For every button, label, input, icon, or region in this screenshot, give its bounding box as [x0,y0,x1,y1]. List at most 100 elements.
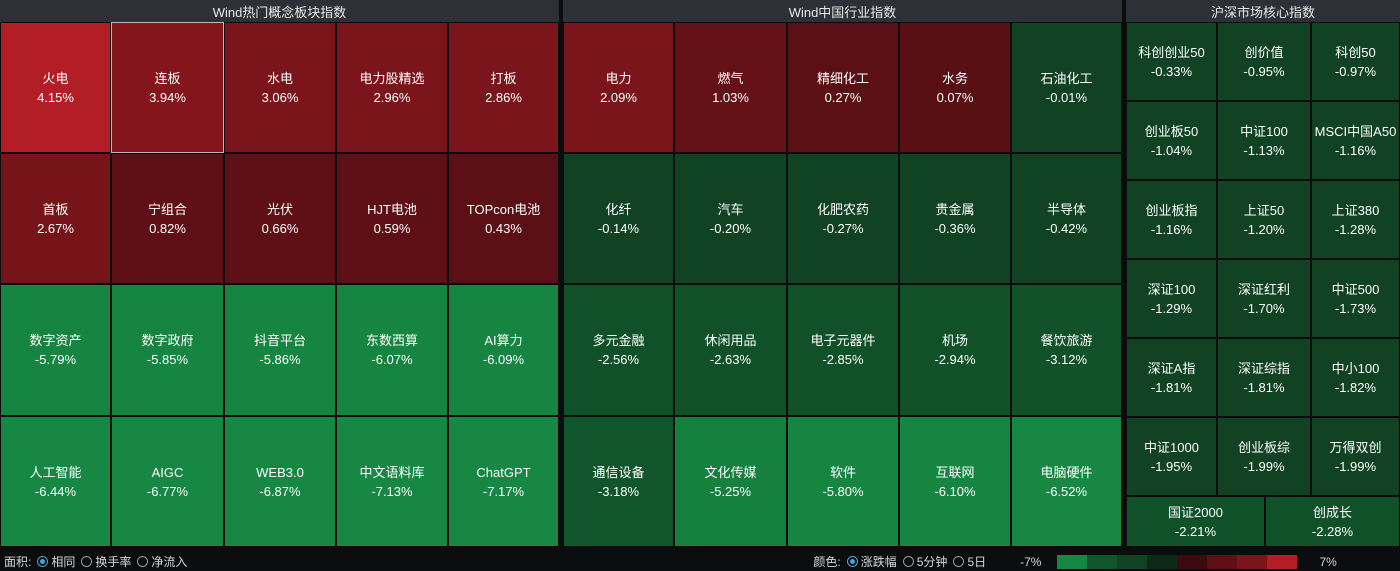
treemap-tile[interactable]: 科创创业50 -0.33% [1126,22,1217,101]
treemap-tile[interactable]: 连板 3.94% [111,22,224,153]
treemap-tile[interactable]: 首板 2.67% [0,153,111,284]
tile-name: 机场 [941,333,968,348]
tile-change-percent: -2.56% [597,352,640,367]
tile-change-percent: -0.14% [597,220,640,236]
treemap-tile[interactable]: WEB3.0 -6.87% [224,416,336,547]
treemap-tile[interactable]: 深证红利 -1.70% [1217,259,1311,338]
tile-change-percent: -0.95% [1243,63,1285,79]
treemap-tile[interactable]: AIGC -6.77% [111,416,224,547]
tile-change-percent: 2.96% [373,89,411,105]
treemap-tile[interactable]: 贵金属 -0.36% [899,153,1011,284]
tile-name: 上证50 [1243,202,1285,218]
treemap-tile[interactable]: 水电 3.06% [224,22,336,153]
tile-change-percent: 0.07% [936,89,974,105]
treemap-tile[interactable]: 精细化工 0.27% [787,22,899,153]
tile-change-percent: -1.20% [1243,221,1285,237]
treemap-tile[interactable]: 科创50 -0.97% [1311,22,1400,101]
tile-change-percent: -7.17% [482,483,525,499]
treemap-tile[interactable]: HJT电池 0.59% [336,153,448,284]
treemap-tile[interactable]: 中证100 -1.13% [1217,101,1311,180]
treemap-tile[interactable]: MSCI中国A50 -1.16% [1311,101,1400,180]
tile-change-percent: -0.33% [1150,63,1193,79]
treemap-tile[interactable]: 创成长 -2.28% [1265,496,1400,547]
treemap-tile[interactable]: 机场 -2.94% [899,284,1011,416]
treemap-tile[interactable]: 中证1000 -1.95% [1126,417,1217,496]
tile-name: 打板 [490,70,517,86]
area-option-turnover[interactable]: 换手率 [81,553,131,570]
treemap-tile[interactable]: ChatGPT -7.17% [448,416,559,547]
tile-change-percent: -5.86% [259,352,301,367]
treemap-tile[interactable]: 化纤 -0.14% [563,153,674,284]
treemap-tile[interactable]: 深证综指 -1.81% [1217,338,1311,417]
treemap-tile[interactable]: 创价值 -0.95% [1217,22,1311,101]
treemap-tile[interactable]: 宁组合 0.82% [111,153,224,284]
treemap-tile[interactable]: 中证500 -1.73% [1311,259,1400,338]
tile-name: AIGC [151,464,184,480]
treemap-tile[interactable]: 文化传媒 -5.25% [674,416,787,547]
treemap-tile[interactable]: 数字资产 -5.79% [0,284,111,416]
tile-name: 中文语料库 [359,464,425,480]
radio-label: 净流入 [151,555,188,569]
treemap-tile[interactable]: 光伏 0.66% [224,153,336,284]
radio-label: 5分钟 [916,555,948,569]
treemap-tile[interactable]: 深证A指 -1.81% [1126,338,1217,417]
tile-change-percent: -3.18% [597,483,640,499]
radio-icon [37,556,49,567]
tile-name: 化肥农药 [816,201,869,217]
treemap-tile[interactable]: 深证100 -1.29% [1126,259,1217,338]
treemap-tile[interactable]: 上证50 -1.20% [1217,180,1311,259]
treemap-tile[interactable]: 人工智能 -6.44% [0,416,111,547]
area-option-netflow[interactable]: 净流入 [137,553,187,570]
treemap-tile[interactable]: 汽车 -0.20% [674,153,787,284]
treemap-tile[interactable]: 电力股精选 2.96% [336,22,448,153]
treemap-tile[interactable]: 创业板50 -1.04% [1126,101,1217,180]
tile-name: 多元金融 [592,333,645,348]
treemap-tile[interactable]: 软件 -5.80% [787,416,899,547]
treemap-tile[interactable]: 水务 0.07% [899,22,1011,153]
treemap-tile[interactable]: 通信设备 -3.18% [563,416,674,547]
area-option-same[interactable]: 相同 [37,553,75,570]
tile-name: 互联网 [935,464,975,480]
radio-icon [137,556,149,567]
treemap-tile[interactable]: 创业板综 -1.99% [1217,417,1311,496]
tile-change-percent: -1.73% [1334,300,1377,316]
tile-name: 科创创业50 [1138,44,1205,60]
treemap-tile[interactable]: 休闲用品 -2.63% [674,284,787,416]
treemap-tile[interactable]: 数字政府 -5.85% [111,284,224,416]
tile-change-percent: 1.03% [712,89,749,105]
treemap-tile[interactable]: 石油化工 -0.01% [1011,22,1122,153]
treemap-tile[interactable]: 餐饮旅游 -3.12% [1011,284,1122,416]
treemap-tile[interactable]: 电子元器件 -2.85% [787,284,899,416]
treemap-tile[interactable]: 中文语料库 -7.13% [336,416,448,547]
tile-change-percent: -1.13% [1243,142,1285,158]
panel-title: Wind热门概念板块指数 [0,0,559,22]
treemap-tile[interactable]: AI算力 -6.09% [448,284,559,416]
tile-change-percent: -1.99% [1243,458,1285,474]
radio-icon [902,556,914,567]
treemap-tile[interactable]: 多元金融 -2.56% [563,284,674,416]
tile-change-percent: -0.97% [1334,63,1377,79]
treemap-tile[interactable]: 电脑硬件 -6.52% [1011,416,1122,547]
treemap-tile[interactable]: TOPcon电池 0.43% [448,153,559,284]
treemap-tile[interactable]: 打板 2.86% [448,22,559,153]
color-option-change[interactable]: 涨跌幅 [846,553,897,570]
treemap-tile[interactable]: 万得双创 -1.99% [1311,417,1400,496]
treemap-tile[interactable]: 火电 4.15% [0,22,111,153]
treemap-tile[interactable]: 抖音平台 -5.86% [224,284,336,416]
treemap-tile[interactable]: 上证380 -1.28% [1311,180,1400,259]
color-option-5day[interactable]: 5日 [953,553,986,570]
treemap-tile[interactable]: 创业板指 -1.16% [1126,180,1217,259]
treemap-tile[interactable]: 化肥农药 -0.27% [787,153,899,284]
treemap-tile[interactable]: 互联网 -6.10% [899,416,1011,547]
treemap-tile[interactable]: 中小100 -1.82% [1311,338,1400,417]
panel-title: Wind中国行业指数 [563,0,1122,22]
color-option-5min[interactable]: 5分钟 [902,553,948,570]
treemap-tile[interactable]: 半导体 -0.42% [1011,153,1122,284]
treemap-tile[interactable]: 国证2000 -2.21% [1126,496,1265,547]
treemap-tile[interactable]: 燃气 1.03% [674,22,787,153]
treemap-tile[interactable]: 东数西算 -6.07% [336,284,448,416]
tile-change-percent: -5.79% [34,352,77,367]
radio-icon [81,556,93,567]
treemap-tile[interactable]: 电力 2.09% [563,22,674,153]
radio-label: 涨跌幅 [860,555,897,569]
